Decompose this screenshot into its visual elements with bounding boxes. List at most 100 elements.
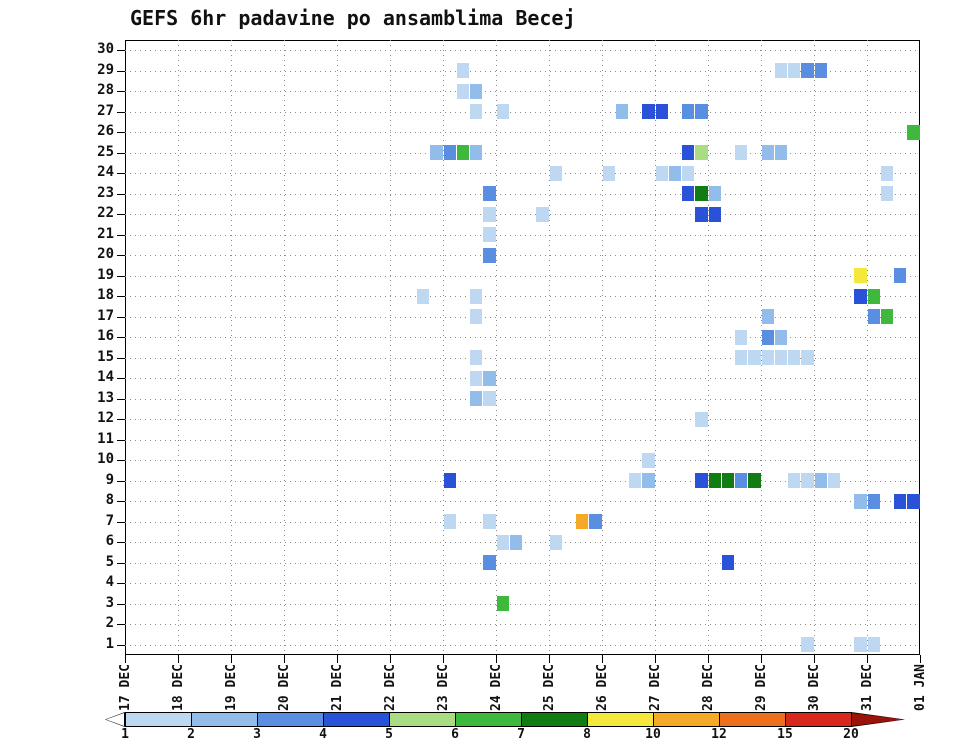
x-tick-label: 29 DEC xyxy=(754,664,769,711)
colorbar-segment xyxy=(191,712,258,727)
y-axis-tick xyxy=(117,50,125,52)
heatmap-cell xyxy=(735,145,748,161)
heatmap-cell xyxy=(867,493,880,509)
heatmap-cell xyxy=(496,534,509,550)
heatmap-cell xyxy=(682,104,695,120)
y-tick-label: 29 xyxy=(97,61,114,78)
heatmap-cell xyxy=(629,473,642,489)
heatmap-cell xyxy=(774,145,787,161)
x-tick-label: 26 DEC xyxy=(595,664,610,711)
heatmap-cell xyxy=(894,268,907,284)
x-tick-label: 17 DEC xyxy=(118,664,133,711)
heatmap-cell xyxy=(456,63,469,79)
y-tick-label: 2 xyxy=(105,615,114,632)
colorbar-label: 10 xyxy=(645,727,661,742)
colorbar-segment xyxy=(257,712,324,727)
x-axis-tick xyxy=(761,655,762,663)
heatmap-cell xyxy=(788,473,801,489)
heatmap-cell xyxy=(867,637,880,653)
heatmap-cell xyxy=(801,350,814,366)
heatmap-cell xyxy=(470,288,483,304)
heatmap-cell xyxy=(695,145,708,161)
heatmap-cell xyxy=(880,309,893,325)
heatmap-cell xyxy=(748,473,761,489)
y-tick-label: 17 xyxy=(97,307,114,324)
colorbar-under-arrow-fill xyxy=(106,713,124,726)
heatmap-cell xyxy=(880,165,893,181)
heatmap-cell xyxy=(880,186,893,202)
heatmap-cell xyxy=(443,514,456,530)
y-axis-tick xyxy=(117,296,125,298)
y-tick-label: 10 xyxy=(97,451,114,468)
y-axis-tick xyxy=(117,583,125,585)
heatmap-cell xyxy=(695,473,708,489)
heatmap-cell xyxy=(867,288,880,304)
y-axis-tick xyxy=(117,562,125,564)
y-tick-label: 11 xyxy=(97,430,114,447)
heatmap-cell xyxy=(854,268,867,284)
heatmap-cell xyxy=(430,145,443,161)
heatmap-cell xyxy=(695,206,708,222)
heatmap-cell xyxy=(735,473,748,489)
y-tick-label: 12 xyxy=(97,410,114,427)
y-tick-label: 8 xyxy=(105,492,114,509)
heatmap-cell xyxy=(470,104,483,120)
y-axis-tick xyxy=(117,501,125,503)
y-axis-tick xyxy=(117,419,125,421)
y-tick-label: 15 xyxy=(97,348,114,365)
heatmap-cell xyxy=(774,350,787,366)
x-tick-label: 18 DEC xyxy=(171,664,186,711)
heatmap-cell xyxy=(470,145,483,161)
heatmap-cell xyxy=(682,145,695,161)
y-axis-tick xyxy=(117,91,125,93)
heatmap-cell xyxy=(748,350,761,366)
colorbar-segment xyxy=(389,712,456,727)
heatmap-cell xyxy=(801,637,814,653)
heatmap-cell xyxy=(735,329,748,345)
x-axis-tick xyxy=(178,655,179,663)
colorbar-label: 1 xyxy=(121,727,129,742)
colorbar-segment xyxy=(785,712,852,727)
heatmap-cell xyxy=(894,493,907,509)
heatmap-cell xyxy=(682,186,695,202)
heatmap-cell xyxy=(708,186,721,202)
heatmap-cell xyxy=(483,514,496,530)
heatmap-cell xyxy=(483,186,496,202)
heatmap-cell xyxy=(695,186,708,202)
colorbar-label: 8 xyxy=(583,727,591,742)
colorbar-segment xyxy=(455,712,522,727)
colorbar-segment xyxy=(653,712,720,727)
y-tick-label: 18 xyxy=(97,287,114,304)
x-axis-tick xyxy=(867,655,868,663)
heatmap-cell xyxy=(642,104,655,120)
x-axis-tick xyxy=(814,655,815,663)
y-axis-tick xyxy=(117,521,125,523)
y-axis-tick xyxy=(117,316,125,318)
x-tick-label: 24 DEC xyxy=(489,664,504,711)
heatmap-cell xyxy=(470,309,483,325)
heatmap-cell xyxy=(549,165,562,181)
heatmap-cell xyxy=(470,370,483,386)
heatmap-cell xyxy=(615,104,628,120)
colorbar-segment xyxy=(125,712,192,727)
y-axis-tick xyxy=(117,398,125,400)
y-axis-tick xyxy=(117,439,125,441)
heatmap-cell xyxy=(642,473,655,489)
x-axis-tick xyxy=(708,655,709,663)
y-tick-label: 24 xyxy=(97,164,114,181)
heatmap-cell xyxy=(695,411,708,427)
heatmap-cell xyxy=(668,165,681,181)
heatmap-cell xyxy=(602,165,615,181)
y-axis-tick xyxy=(117,173,125,175)
y-axis-tick xyxy=(117,275,125,277)
y-axis-tick xyxy=(117,132,125,134)
x-tick-label: 31 DEC xyxy=(860,664,875,711)
heatmap-cell xyxy=(655,104,668,120)
y-axis-tick xyxy=(117,644,125,646)
colorbar-label: 5 xyxy=(385,727,393,742)
y-tick-label: 20 xyxy=(97,246,114,263)
y-axis-tick xyxy=(117,234,125,236)
colorbar-over-arrow-fill xyxy=(852,713,904,726)
heatmap-cell xyxy=(589,514,602,530)
